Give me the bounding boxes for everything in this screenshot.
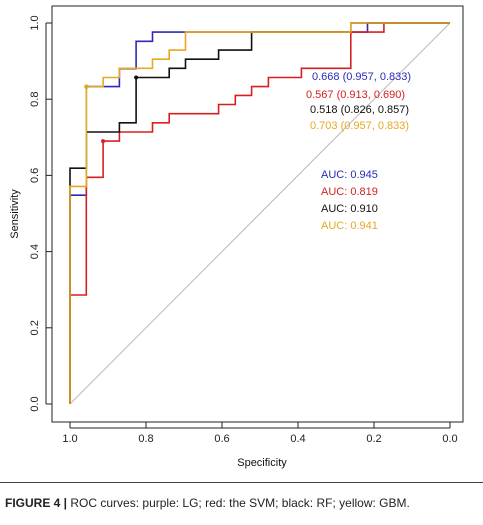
caption-text: ROC curves: purple: LG; red: the SVM; bl… xyxy=(67,496,410,510)
reference-diagonal-layer xyxy=(69,22,451,405)
x-tick-label: 1.0 xyxy=(62,433,77,445)
roc-curves-layer xyxy=(69,22,450,404)
threshold-label-2: 0.567 (0.913, 0.690) xyxy=(306,89,405,101)
auc-label-4: AUC: 0.941 xyxy=(321,220,378,232)
axis-ticks-layer: 1.0 0.8 0.6 0.4 0.2 0.0 0.0 0.2 0.4 0.6 0.8 1.0 xyxy=(29,15,458,445)
annotations-layer: 0.668 (0.957, 0.833) 0.567 (0.913, 0.690)… xyxy=(306,71,411,232)
threshold-label-1: 0.668 (0.957, 0.833) xyxy=(312,71,411,83)
x-tick-label: 0.2 xyxy=(366,433,381,445)
x-tick-label: 0.0 xyxy=(442,433,457,445)
auc-label-2: AUC: 0.819 xyxy=(321,186,378,198)
y-tick-label: 0.2 xyxy=(29,320,41,335)
y-axis-title: Sensitivity xyxy=(9,189,21,239)
y-tick-label: 1.0 xyxy=(29,15,41,30)
threshold-label-4: 0.703 (0.957, 0.833) xyxy=(310,120,409,132)
y-tick-label: 0.6 xyxy=(29,168,41,183)
x-tick-label: 0.4 xyxy=(290,433,305,445)
y-tick-label: 0.0 xyxy=(29,396,41,411)
x-tick-label: 0.8 xyxy=(138,433,153,445)
roc-curve-3 xyxy=(69,22,450,404)
threshold-point-2 xyxy=(101,139,106,144)
caption-lead: FIGURE 4 | xyxy=(5,496,68,510)
y-tick-label: 0.4 xyxy=(29,244,41,259)
threshold-point-4 xyxy=(84,84,89,89)
roc-curve-4 xyxy=(69,22,450,404)
threshold-label-3: 0.518 (0.826, 0.857) xyxy=(310,104,409,116)
plot-frame xyxy=(51,5,464,423)
auc-label-1: AUC: 0.945 xyxy=(321,169,378,181)
x-tick-label: 0.6 xyxy=(214,433,229,445)
threshold-point-3 xyxy=(134,75,139,80)
roc-curve-2 xyxy=(69,22,450,404)
figure-caption: FIGURE 4 | ROC curves: purple: LG; red: … xyxy=(5,496,410,510)
caption-divider xyxy=(0,482,483,483)
roc-plot: 1.0 0.8 0.6 0.4 0.2 0.0 0.0 0.2 0.4 0.6 0.8 1.0 Spe… xyxy=(9,5,464,469)
x-axis-title: Specificity xyxy=(237,457,287,469)
y-tick-label: 0.8 xyxy=(29,92,41,107)
auc-label-3: AUC: 0.910 xyxy=(321,203,378,215)
reference-diagonal-line xyxy=(69,22,451,405)
